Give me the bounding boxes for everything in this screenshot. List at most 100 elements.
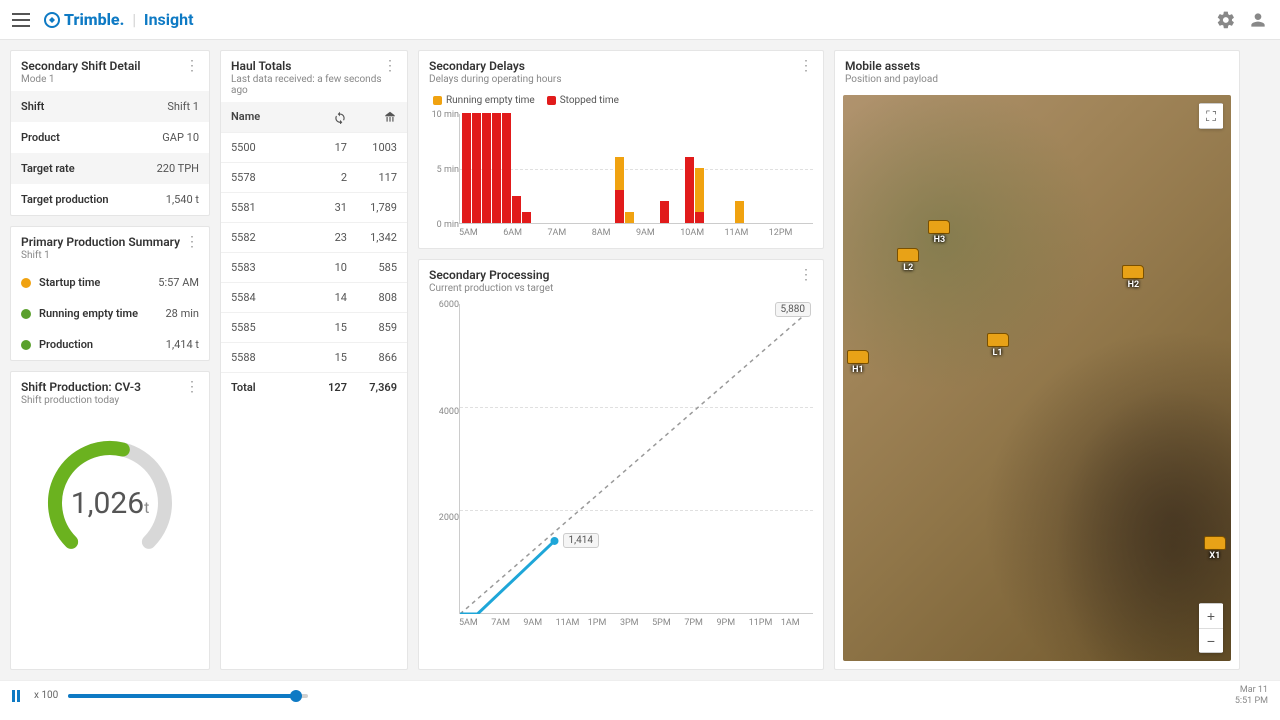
brand-name: Trimble. xyxy=(64,10,124,29)
haul-cycles: 14 xyxy=(307,291,347,304)
bar-stopped xyxy=(615,190,624,223)
kebab-icon[interactable]: ⋮ xyxy=(185,235,199,249)
product-name: Insight xyxy=(144,10,194,29)
timestamp-time: 5:51 PM xyxy=(1235,696,1268,707)
table-total-row: Total1277,369 xyxy=(221,372,407,402)
bar-stopped xyxy=(462,113,471,223)
detail-key: Shift xyxy=(21,100,44,113)
kebab-icon[interactable]: ⋮ xyxy=(383,59,397,73)
haul-name: 5582 xyxy=(231,231,307,244)
table-row[interactable]: 55782117 xyxy=(221,162,407,192)
vehicle-icon xyxy=(1122,265,1144,279)
total-label: Total xyxy=(231,381,307,394)
shift-detail-title: Secondary Shift Detail xyxy=(21,59,141,73)
table-row[interactable]: 5581311,789 xyxy=(221,192,407,222)
map-view[interactable]: ⛶ + − H3 L2 H2 L1 H1 X1 xyxy=(843,95,1231,661)
asset-label: H2 xyxy=(1128,280,1140,290)
map-zoom-control: + − xyxy=(1199,603,1223,653)
bar-stopped xyxy=(695,212,704,223)
haul-cycles: 10 xyxy=(307,261,347,274)
haul-cycles: 31 xyxy=(307,201,347,214)
haul-cycles: 17 xyxy=(307,141,347,154)
zoom-out-button[interactable]: − xyxy=(1199,628,1223,652)
status-value: 1,414 t xyxy=(166,338,199,351)
delays-legend: Running empty time Stopped time xyxy=(419,91,823,110)
logo: Trimble. | Insight xyxy=(44,10,194,29)
delays-subtitle: Delays during operating hours xyxy=(429,74,561,85)
menu-icon[interactable] xyxy=(12,13,30,27)
gauge-chart: 1,026t xyxy=(35,428,185,578)
legend-label: Running empty time xyxy=(446,95,535,106)
shift-production-card: Shift Production: CV-3 Shift production … xyxy=(10,371,210,670)
mobile-assets-subtitle: Position and payload xyxy=(845,74,938,85)
map-asset[interactable]: H2 xyxy=(1122,265,1144,290)
table-row[interactable]: 5582231,342 xyxy=(221,222,407,252)
status-dot-icon xyxy=(21,340,31,350)
delays-card: Secondary Delays Delays during operating… xyxy=(418,50,824,249)
detail-value: 220 TPH xyxy=(157,162,199,175)
zoom-in-button[interactable]: + xyxy=(1199,604,1223,628)
shift-production-title: Shift Production: CV-3 xyxy=(21,380,141,394)
status-label: Production xyxy=(39,338,158,351)
detail-value: Shift 1 xyxy=(167,100,199,113)
kebab-icon[interactable]: ⋮ xyxy=(185,59,199,73)
haul-totals-subtitle: Last data received: a few seconds ago xyxy=(231,74,383,96)
dashboard: Secondary Shift Detail Mode 1 ⋮ ShiftShi… xyxy=(0,40,1280,680)
asset-label: L1 xyxy=(993,348,1003,358)
bar-stopped xyxy=(472,113,481,223)
top-bar: Trimble. | Insight xyxy=(0,0,1280,40)
map-asset[interactable]: L1 xyxy=(987,333,1009,358)
legend-label: Stopped time xyxy=(560,95,619,106)
col-weight-icon xyxy=(347,110,397,124)
haul-cycles: 15 xyxy=(307,321,347,334)
bar-stopped xyxy=(482,113,491,223)
processing-title: Secondary Processing xyxy=(429,268,553,282)
asset-label: L2 xyxy=(903,263,913,273)
table-row[interactable]: 558815866 xyxy=(221,342,407,372)
timeline-slider[interactable] xyxy=(68,694,308,698)
table-row[interactable]: 5500171003 xyxy=(221,132,407,162)
map-asset[interactable]: H3 xyxy=(928,220,950,245)
haul-tons: 1,789 xyxy=(347,201,397,214)
pause-button[interactable] xyxy=(12,690,24,702)
status-dot-icon xyxy=(21,309,31,319)
processing-chart: 600040002000 1,4145,880 5AM7AM9AM11AM1PM… xyxy=(419,300,823,638)
status-label: Startup time xyxy=(39,276,150,289)
target-value-badge: 5,880 xyxy=(775,302,811,317)
user-icon[interactable] xyxy=(1248,10,1268,30)
actual-value-badge: 1,414 xyxy=(563,533,599,548)
detail-key: Target rate xyxy=(21,162,75,175)
table-row[interactable]: 558515859 xyxy=(221,312,407,342)
logo-mark-icon xyxy=(44,12,60,28)
bar-empty xyxy=(625,212,634,223)
bar-stopped xyxy=(522,212,531,223)
fullscreen-icon[interactable]: ⛶ xyxy=(1199,104,1223,128)
map-asset[interactable]: H1 xyxy=(847,350,869,375)
col-cycles-icon xyxy=(307,110,347,124)
table-row[interactable]: 558414808 xyxy=(221,282,407,312)
haul-tons: 866 xyxy=(347,351,397,364)
status-row: Production 1,414 t xyxy=(11,329,209,360)
table-row[interactable]: 558310585 xyxy=(221,252,407,282)
kebab-icon[interactable]: ⋮ xyxy=(799,268,813,282)
processing-subtitle: Current production vs target xyxy=(429,283,553,294)
mobile-assets-title: Mobile assets xyxy=(845,59,938,73)
haul-totals-title: Haul Totals xyxy=(231,59,383,73)
primary-summary-title: Primary Production Summary xyxy=(21,235,180,249)
map-asset[interactable]: L2 xyxy=(897,248,919,273)
haul-table-header: Name xyxy=(221,102,407,132)
legend-swatch xyxy=(433,96,442,105)
haul-name: 5500 xyxy=(231,141,307,154)
gear-icon[interactable] xyxy=(1216,10,1236,30)
mobile-assets-card: Mobile assets Position and payload ⛶ + −… xyxy=(834,50,1240,670)
map-fullscreen-control[interactable]: ⛶ xyxy=(1199,103,1223,129)
kebab-icon[interactable]: ⋮ xyxy=(185,380,199,394)
timestamp-date: Mar 11 xyxy=(1235,685,1268,696)
haul-name: 5581 xyxy=(231,201,307,214)
detail-row: Shift Shift 1 xyxy=(11,91,209,122)
map-asset[interactable]: X1 xyxy=(1204,536,1226,561)
status-row: Startup time5:57 AM xyxy=(11,267,209,298)
status-value: 28 min xyxy=(166,307,200,320)
kebab-icon[interactable]: ⋮ xyxy=(799,59,813,73)
bar-empty xyxy=(695,168,704,212)
